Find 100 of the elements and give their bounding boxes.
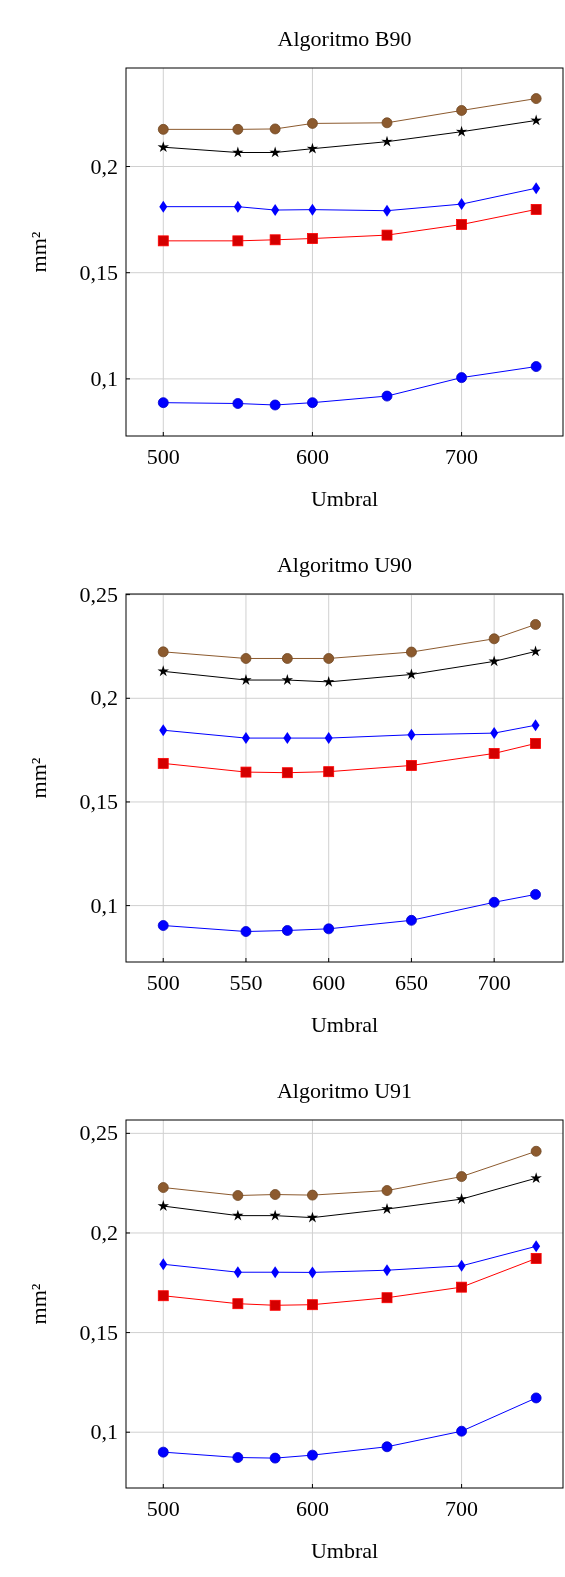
x-axis-title: Umbral bbox=[310, 1012, 379, 1037]
point bbox=[456, 1425, 467, 1437]
point bbox=[488, 748, 500, 759]
point bbox=[269, 399, 281, 411]
point bbox=[232, 1209, 244, 1221]
point bbox=[157, 141, 169, 153]
point bbox=[530, 1145, 542, 1157]
y-axis-title: mm² bbox=[26, 757, 51, 799]
point bbox=[269, 1452, 281, 1464]
point bbox=[307, 233, 318, 244]
point bbox=[323, 923, 335, 935]
point bbox=[381, 1441, 393, 1453]
y-tick-label: 0,2 bbox=[90, 153, 118, 179]
y-tick-label: 0,2 bbox=[90, 685, 118, 711]
point bbox=[456, 372, 467, 383]
point bbox=[157, 1290, 169, 1302]
point bbox=[232, 123, 244, 135]
point bbox=[381, 135, 393, 147]
point bbox=[455, 1193, 468, 1204]
y-tick-label: 0,2 bbox=[90, 1219, 118, 1245]
x-tick-label: 600 bbox=[295, 444, 329, 469]
point bbox=[281, 925, 293, 936]
point bbox=[322, 675, 335, 687]
x-tick-label: 700 bbox=[445, 1496, 479, 1521]
y-tick-label: 0,1 bbox=[90, 1419, 118, 1445]
x-tick-label: 600 bbox=[295, 1496, 329, 1521]
y-axis-title: mm² bbox=[26, 1283, 51, 1325]
point bbox=[269, 234, 281, 246]
point bbox=[381, 390, 393, 402]
point bbox=[269, 1209, 281, 1221]
point bbox=[306, 1211, 319, 1223]
point bbox=[157, 1200, 169, 1211]
x-axis-title: Umbral bbox=[310, 486, 379, 511]
y-tick-label: 0,15 bbox=[79, 259, 118, 285]
y-tick-label: 0,1 bbox=[90, 892, 118, 918]
point bbox=[232, 1190, 244, 1201]
point bbox=[157, 235, 169, 247]
point bbox=[530, 619, 541, 630]
point bbox=[405, 668, 418, 680]
point bbox=[307, 118, 318, 129]
point bbox=[323, 766, 335, 778]
y-axis-title: mm² bbox=[26, 231, 51, 273]
point bbox=[381, 1203, 393, 1214]
chart-title: Algoritmo U90 bbox=[276, 552, 413, 577]
point bbox=[406, 914, 417, 926]
y-tick-label: 0,1 bbox=[90, 365, 118, 391]
point bbox=[240, 926, 252, 937]
y-tick-label: 0,25 bbox=[79, 581, 118, 607]
point bbox=[530, 93, 542, 104]
point bbox=[456, 105, 467, 116]
point bbox=[281, 767, 293, 779]
point bbox=[381, 117, 393, 129]
point bbox=[281, 674, 294, 685]
point bbox=[488, 633, 500, 645]
point bbox=[157, 665, 169, 677]
point bbox=[381, 229, 393, 241]
point bbox=[307, 397, 318, 409]
point bbox=[307, 1189, 318, 1201]
point bbox=[406, 760, 417, 771]
x-axis-title: Umbral bbox=[310, 1538, 379, 1563]
y-tick-label: 0,15 bbox=[79, 788, 118, 814]
point bbox=[530, 1392, 542, 1404]
point bbox=[530, 1253, 542, 1264]
point bbox=[157, 1446, 169, 1458]
point bbox=[240, 674, 252, 685]
x-tick-label: 700 bbox=[477, 970, 511, 995]
point bbox=[269, 123, 281, 135]
x-tick-label: 650 bbox=[394, 970, 428, 995]
point bbox=[157, 1182, 169, 1193]
point bbox=[157, 757, 169, 769]
point bbox=[455, 125, 468, 137]
x-tick-label: 500 bbox=[146, 444, 180, 469]
point bbox=[157, 123, 169, 135]
point bbox=[530, 204, 542, 215]
point bbox=[232, 398, 244, 409]
chart-title: Algoritmo B90 bbox=[277, 26, 412, 51]
x-tick-label: 700 bbox=[445, 444, 479, 469]
point bbox=[232, 235, 244, 247]
point bbox=[157, 920, 169, 931]
point bbox=[530, 361, 542, 372]
point bbox=[306, 142, 319, 154]
point bbox=[456, 1281, 467, 1293]
point bbox=[456, 219, 467, 230]
point bbox=[530, 1172, 542, 1184]
point bbox=[240, 766, 252, 778]
point bbox=[269, 1189, 281, 1200]
point bbox=[157, 646, 169, 658]
point bbox=[232, 1298, 244, 1310]
point bbox=[488, 896, 500, 908]
y-tick-label: 0,15 bbox=[79, 1319, 118, 1345]
point bbox=[269, 1299, 281, 1311]
point bbox=[406, 646, 417, 658]
x-tick-label: 500 bbox=[146, 1496, 180, 1521]
point bbox=[530, 738, 541, 749]
point bbox=[232, 1452, 244, 1463]
point bbox=[530, 889, 541, 900]
point bbox=[323, 653, 335, 664]
y-tick-label: 0,25 bbox=[79, 1120, 118, 1146]
x-tick-label: 600 bbox=[312, 970, 346, 995]
point bbox=[157, 397, 169, 409]
